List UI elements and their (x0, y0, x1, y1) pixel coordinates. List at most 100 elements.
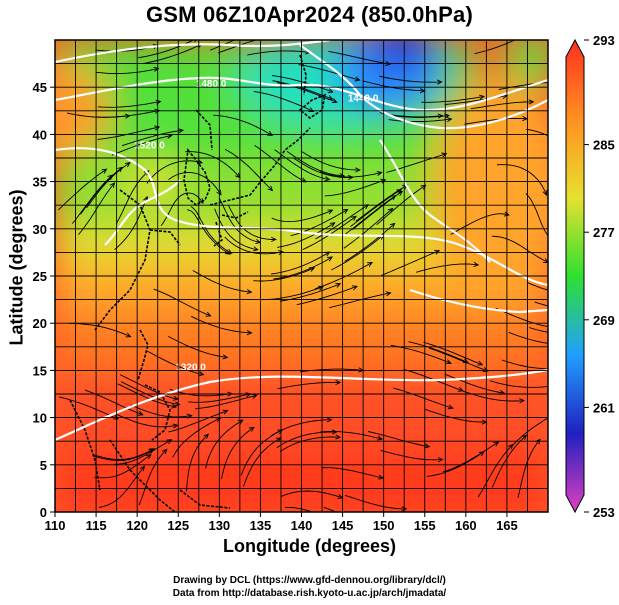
streamline (119, 374, 178, 400)
streamline-arrow (396, 188, 403, 194)
streamline-arrow (124, 162, 131, 168)
streamline (205, 419, 244, 469)
streamline-arrow (355, 167, 361, 173)
streamline-arrow (437, 113, 444, 119)
streamline (58, 168, 107, 211)
y-tick-label: 35 (33, 175, 47, 190)
streamline-arrow (376, 170, 383, 176)
streamline (381, 250, 440, 276)
streamline-arrow (528, 31, 533, 35)
streamline-arrow (139, 465, 146, 472)
y-axis-ticks: 0 5 10 15 20 25 30 35 40 45 (33, 80, 55, 520)
streamline-arrow (477, 360, 484, 366)
streamline-arrow (174, 401, 181, 407)
streamline-arrow (441, 152, 448, 158)
streamline (526, 128, 548, 137)
streamline (285, 506, 314, 512)
streamline (95, 67, 159, 74)
streamline (511, 417, 548, 447)
streamline-arrow (308, 107, 315, 112)
streamline (380, 449, 443, 461)
streamline (273, 256, 333, 280)
streamline (116, 413, 178, 428)
streamline (115, 170, 150, 225)
contour-label: 1480.0 (196, 79, 227, 90)
streamline-arrow (252, 246, 259, 252)
streamline-arrow (117, 166, 124, 173)
streamline-arrow (434, 249, 441, 255)
streamline (321, 467, 384, 479)
x-axis-ticks: 110 115 120 125 130 135 140 145 150 155 160 165 (45, 512, 518, 533)
x-tick-label: 135 (250, 518, 272, 533)
streamline (527, 282, 548, 291)
streamline-arrow (528, 99, 535, 105)
streamline (350, 189, 402, 227)
streamline-arrow (335, 282, 342, 288)
streamline-arrow (519, 398, 526, 404)
streamline-arrow (277, 250, 284, 256)
streamline (319, 171, 382, 178)
streamline-arrow (251, 393, 258, 399)
contour-label: 1320.0 (175, 362, 206, 373)
streamline (324, 179, 386, 197)
streamline (379, 75, 442, 83)
streamline-arrow (154, 125, 161, 131)
streamline (221, 426, 255, 480)
streamline (277, 381, 341, 390)
streamline-arrow (354, 76, 361, 82)
streamline (368, 431, 430, 448)
streamline (296, 285, 358, 306)
streamline (146, 160, 203, 184)
streamline-arrow (190, 18, 195, 22)
streamline-arrow (503, 211, 510, 217)
streamline (80, 167, 123, 215)
streamline-arrow (557, 80, 562, 84)
streamline-arrow (587, 332, 592, 336)
credit-drawing: Drawing by DCL (https://www.gfd-dennou.o… (173, 575, 446, 586)
streamline (111, 135, 172, 156)
colorbar-tick-label: 277 (593, 225, 615, 240)
streamline-arrow (327, 256, 333, 262)
streamline (271, 75, 333, 93)
streamline-arrow (327, 88, 334, 94)
y-tick-label: 40 (33, 127, 47, 142)
streamline (138, 449, 168, 506)
streamline (145, 349, 204, 376)
streamline (277, 222, 335, 248)
streamline (528, 327, 548, 333)
streamline-arrow (107, 174, 114, 180)
streamline-arrow (271, 236, 277, 243)
streamline-arrow (166, 439, 173, 445)
streamline-arrow (309, 267, 316, 272)
streamline (508, 331, 548, 344)
streamline-arrow (447, 404, 454, 410)
streamline (240, 429, 283, 476)
streamline (254, 145, 307, 183)
streamline-arrow (171, 403, 178, 409)
x-tick-label: 130 (208, 518, 230, 533)
streamline-arrow (436, 79, 443, 85)
streamline-arrow (216, 189, 222, 196)
streamline-arrow (558, 410, 563, 414)
streamline (217, 40, 258, 54)
streamline (421, 95, 484, 103)
streamline-arrow (482, 367, 489, 372)
streamline-arrow (437, 457, 444, 463)
streamline (213, 114, 273, 136)
streamline-arrow (327, 209, 334, 215)
x-tick-label: 160 (455, 518, 477, 533)
streamline (227, 205, 276, 240)
lat-lon-grid (54, 39, 549, 513)
streamline (214, 208, 258, 251)
y-axis-label: Latitude (degrees) (6, 189, 27, 346)
streamline (117, 383, 177, 408)
streamline (525, 193, 548, 237)
streamline-arrow (153, 66, 160, 72)
streamline (195, 394, 257, 410)
streamline (424, 408, 487, 423)
streamline (186, 209, 231, 255)
streamline (376, 184, 426, 226)
streamline (442, 441, 499, 473)
streamline (190, 206, 232, 254)
streamline (247, 50, 310, 56)
